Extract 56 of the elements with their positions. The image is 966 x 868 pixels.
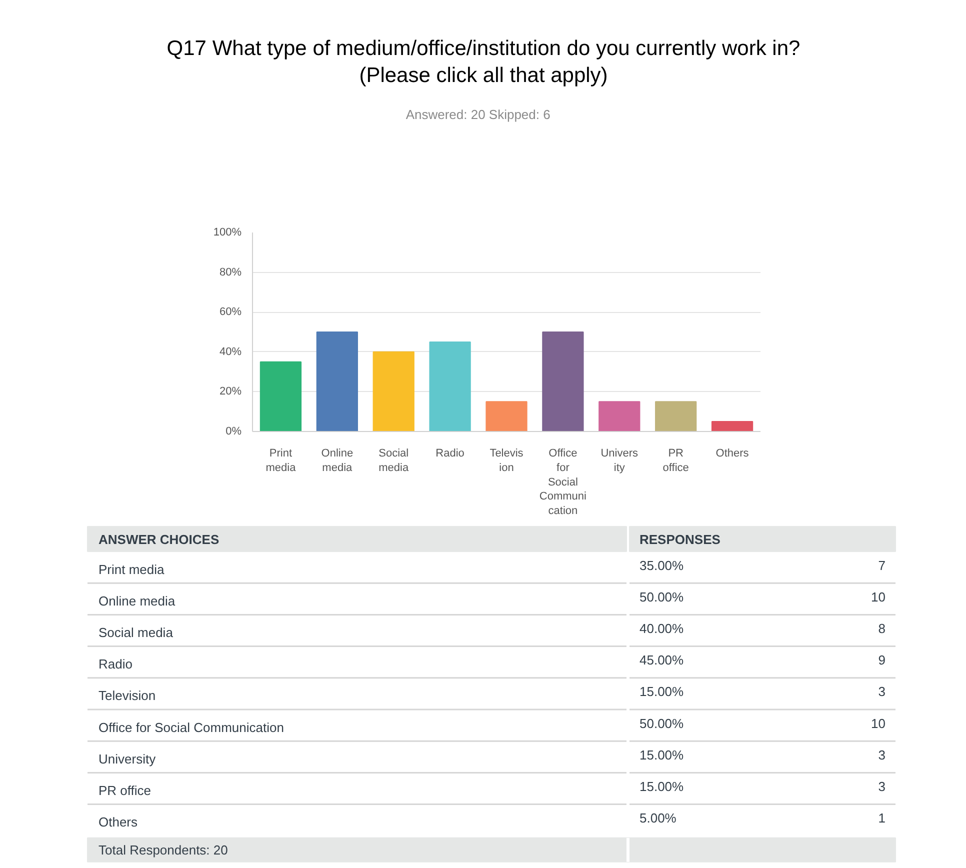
bar xyxy=(372,351,414,432)
text: 15.00% xyxy=(640,779,684,794)
text: 10 xyxy=(871,589,886,604)
bar xyxy=(711,421,754,432)
text: 50.00% xyxy=(640,589,684,604)
bar xyxy=(486,401,528,432)
chart-title: Q17 What type of medium/office/institution do you currently work in? (Please click all that apply) xyxy=(166,37,800,87)
text: Radio xyxy=(98,656,132,672)
chart-subtitle: Answered: 20 Skipped: 6 xyxy=(406,107,550,122)
text: Online media xyxy=(98,593,176,608)
x-tick-label: Print media xyxy=(266,448,297,474)
x-tick-label: Television xyxy=(490,448,524,474)
bar xyxy=(598,401,640,432)
text: 5.00% xyxy=(640,810,677,826)
bar xyxy=(260,361,302,432)
text: 15.00% xyxy=(640,747,684,762)
text: 10 xyxy=(871,716,886,731)
y-tick-label: 40% xyxy=(219,346,242,358)
x-tick-label: Office for Social Communication xyxy=(539,448,586,518)
y-tick-label: 20% xyxy=(219,386,242,398)
bar xyxy=(655,401,697,432)
text: 1 xyxy=(878,810,886,826)
text: RESPONSES xyxy=(640,532,721,547)
text: 50.00% xyxy=(640,716,684,731)
x-tick-label: PR office xyxy=(662,448,689,474)
text: 9 xyxy=(878,652,886,668)
text: 3 xyxy=(878,747,886,762)
text: 15.00% xyxy=(640,684,684,700)
x-tick-label: University xyxy=(600,448,639,474)
y-tick-label: 100% xyxy=(213,226,242,238)
y-tick-label: 0% xyxy=(226,426,242,438)
y-tick-label: 80% xyxy=(219,266,242,278)
text: 7 xyxy=(878,558,886,573)
text: 45.00% xyxy=(640,652,684,668)
x-tick-label: Social media xyxy=(378,448,410,474)
x-tick-label: Radio xyxy=(436,448,464,460)
text: 35.00% xyxy=(640,558,684,573)
x-tick-label: Others xyxy=(716,448,750,460)
text: Office for Social Communication xyxy=(98,720,284,735)
text: University xyxy=(98,751,156,766)
text: Television xyxy=(98,688,156,704)
y-tick-label: 60% xyxy=(219,306,242,318)
text: Others xyxy=(98,814,138,830)
bar xyxy=(429,341,471,432)
text: Print media xyxy=(98,562,166,577)
text: 8 xyxy=(878,621,886,636)
text: Social media xyxy=(98,625,174,640)
text: PR office xyxy=(98,783,152,798)
text: 3 xyxy=(878,684,886,700)
text: 3 xyxy=(878,779,886,794)
text: Total Respondents: 20 xyxy=(98,842,228,858)
text: ANSWER CHOICES xyxy=(98,532,220,547)
bar xyxy=(316,332,358,432)
text: 40.00% xyxy=(640,621,684,636)
x-tick-label: Online media xyxy=(321,448,354,474)
bar xyxy=(542,332,584,432)
